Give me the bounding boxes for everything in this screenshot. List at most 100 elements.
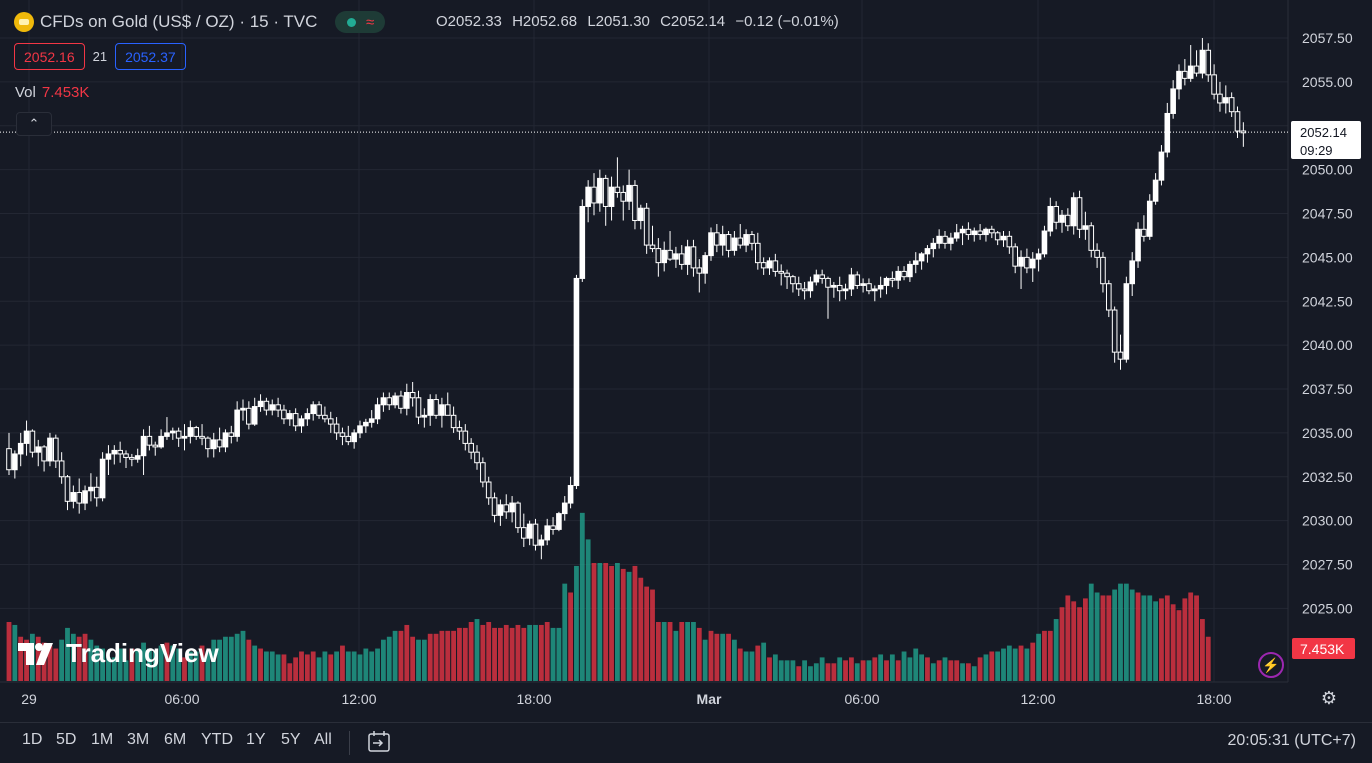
volume-bar	[1164, 595, 1170, 681]
timeframe-5d-button[interactable]: 5D	[56, 731, 77, 748]
candle-down	[515, 502, 521, 529]
candle-down	[889, 277, 896, 281]
time-axis[interactable]: 29 06:00 12:00 18:00 Mar 06:00 12:00 18:00	[21, 691, 1232, 707]
price-tick-label: 2035.00	[1302, 425, 1353, 441]
price-tick-label: 2025.00	[1302, 600, 1353, 616]
timeframe-all-button[interactable]: All	[314, 731, 332, 748]
symbol-title[interactable]: CFDs on Gold (US$ / OZ) · 15 · TVC	[40, 12, 318, 31]
candle-up	[983, 228, 989, 236]
candle-up	[368, 418, 375, 423]
candle-down	[1053, 205, 1059, 223]
collapse-legend-button[interactable]: ⌃	[16, 112, 52, 136]
lightning-icon[interactable]: ⚡	[1258, 652, 1284, 678]
timeframe-ytd-button[interactable]: YTD	[201, 731, 233, 748]
timeframe-3m-button[interactable]: 3M	[127, 731, 150, 748]
candle-down	[480, 462, 486, 483]
candle-down	[228, 432, 235, 437]
candle-up	[70, 492, 77, 502]
volume-bar	[1147, 595, 1153, 681]
volume-bar	[772, 654, 778, 681]
candle-down	[1111, 309, 1118, 353]
tradingview-logo[interactable]: TradingView	[18, 638, 219, 669]
candle-down	[474, 451, 480, 464]
candle-up	[1018, 256, 1024, 267]
candle-down	[386, 397, 393, 406]
ohlc-legend: O2052.33 H2052.68 L2051.30 C2052.14 −0.1…	[436, 13, 839, 30]
candle-down	[468, 442, 474, 453]
volume-bar	[1042, 630, 1047, 681]
volume-bar	[790, 660, 796, 681]
volume-bar	[615, 563, 620, 681]
volume-bar	[743, 651, 749, 681]
candle-up	[959, 228, 966, 234]
candle-down	[199, 435, 205, 439]
high-label: H	[512, 13, 523, 30]
candle-down	[456, 427, 463, 432]
candle-up	[1041, 230, 1048, 255]
volume-bar	[264, 651, 269, 681]
volume-bar	[439, 630, 445, 681]
candle-up	[404, 392, 410, 409]
price-chart[interactable]: 2057.502055.002052.502050.002047.502045.…	[0, 0, 1372, 722]
candle-up	[526, 523, 533, 539]
candle-up	[807, 281, 814, 292]
price-tick-label: 2037.50	[1302, 381, 1353, 397]
candle-down	[989, 228, 995, 234]
symbol-header[interactable]: CFDs on Gold (US$ / OZ) · 15 · TVC ≈	[14, 10, 386, 34]
candle-up	[1035, 253, 1042, 260]
live-dot-icon	[346, 17, 356, 27]
volume-bar	[603, 563, 609, 681]
volume-bar	[708, 630, 714, 681]
candle-down	[1205, 49, 1212, 76]
candle-up	[134, 455, 141, 460]
candle-down	[345, 435, 352, 443]
market-status[interactable]: ≈	[335, 11, 386, 33]
volume-bar	[299, 651, 304, 681]
volume-bar	[100, 648, 105, 681]
candle-up	[439, 404, 445, 416]
volume-bar	[223, 636, 228, 681]
candle-up	[140, 435, 147, 457]
volume-bar	[1065, 595, 1071, 681]
candle-up	[1176, 70, 1182, 90]
candle-up	[251, 406, 258, 425]
price-tick-label: 2027.50	[1302, 557, 1353, 573]
candle-up	[860, 283, 866, 286]
volume-bar	[960, 663, 965, 681]
gear-icon[interactable]: ⚙	[1320, 687, 1338, 708]
volume-bar	[585, 539, 591, 681]
candle-down	[444, 404, 451, 416]
timeframe-5y-button[interactable]: 5Y	[281, 731, 301, 748]
candle-up	[1129, 260, 1136, 285]
open-label: O	[436, 13, 448, 30]
candle-up	[1047, 205, 1054, 232]
candle-up	[684, 246, 691, 265]
go-to-date-icon[interactable]	[366, 729, 392, 755]
volume-bar	[363, 648, 369, 681]
sell-price-button[interactable]: 2052.16	[14, 43, 85, 70]
volume-bar	[609, 565, 614, 681]
timezone-clock[interactable]: 20:05:31 (UTC+7)	[1227, 732, 1356, 749]
timeframe-1d-button[interactable]: 1D	[22, 731, 43, 748]
low-label: L	[587, 13, 596, 30]
buy-price-button[interactable]: 2052.37	[115, 43, 186, 70]
price-axis[interactable]: 2057.502055.002052.502050.002047.502045.…	[1302, 30, 1353, 616]
timeframe-1m-button[interactable]: 1M	[91, 731, 114, 748]
candle-up	[170, 430, 176, 434]
volume-bar	[258, 648, 263, 681]
candle-up	[567, 485, 574, 504]
candle-down	[649, 244, 656, 250]
candle-down	[117, 449, 123, 455]
candle-down	[977, 230, 983, 236]
volume-bar	[176, 648, 182, 681]
low-value: 2051.30	[595, 13, 650, 30]
candle-up	[222, 432, 229, 448]
volume-bar	[901, 651, 907, 681]
volume-bar	[1135, 592, 1141, 681]
volume-bar	[889, 654, 895, 681]
timeframe-6m-button[interactable]: 6M	[164, 731, 187, 748]
candle-down	[778, 270, 785, 274]
volume-bar	[468, 622, 474, 681]
candle-up	[509, 502, 515, 513]
timeframe-1y-button[interactable]: 1Y	[246, 731, 266, 748]
